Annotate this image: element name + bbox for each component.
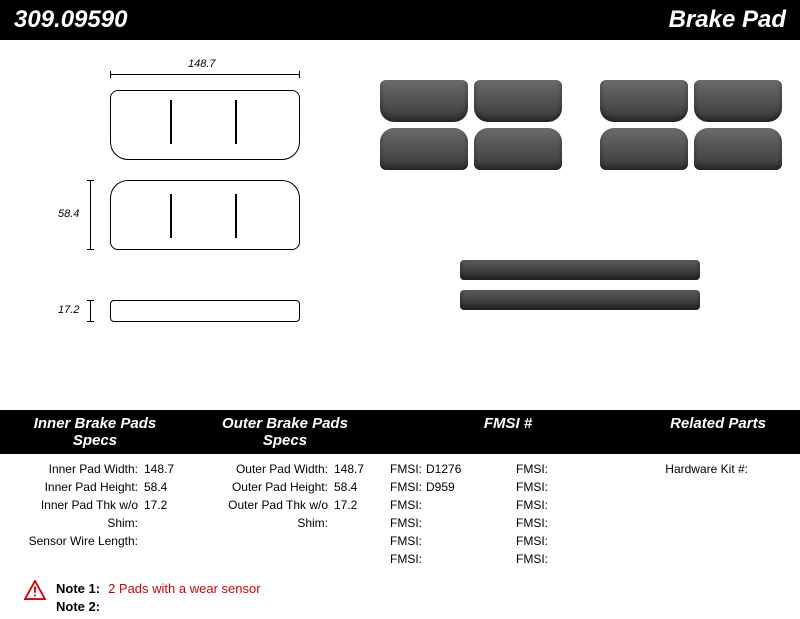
dimension-line-height [90,180,91,250]
dimension-thickness-label: 17.2 [58,304,79,316]
fmsi-label: FMSI: [390,532,422,550]
fmsi-label: FMSI: [516,532,548,550]
note-row-1: Note 1: 2 Pads with a wear sensor [56,580,261,598]
fmsi-value: D1276 [426,460,461,478]
fmsi-row: FMSI: [390,532,500,550]
fmsi-value: D959 [426,478,455,496]
related-spec-row: Hardware Kit #: [646,460,790,478]
outer-spec-label: Outer Pad Thk w/o Shim: [200,496,328,532]
inner-spec-label: Sensor Wire Length: [10,532,138,550]
diagram-area: 148.7 58.4 17.2 [0,40,800,410]
fmsi-row: FMSI: [516,478,626,496]
outer-specs-column: Outer Pad Width: 148.7 Outer Pad Height: 58… [190,460,380,568]
inner-spec-value: 148.7 [144,460,180,478]
fmsi-column: FMSI:D1276FMSI:FMSI:D959FMSI:FMSI:FMSI:F… [380,460,636,568]
pad-photo [694,80,782,122]
pad-slot [170,194,172,238]
dimension-width-label: 148.7 [188,58,216,70]
related-spec-label: Hardware Kit #: [646,460,748,478]
fmsi-label: FMSI: [390,496,422,514]
inner-spec-row: Inner Pad Thk w/o Shim:17.2 [10,496,180,532]
pad-photo [380,80,468,122]
fmsi-row: FMSI: [516,460,626,478]
pad-photo-side [460,260,700,280]
related-column: Hardware Kit #: [636,460,800,568]
outer-spec-value: 17.2 [334,496,370,532]
spec-body: Inner Pad Width: 148.7 Inner Pad Height: 58… [0,454,800,572]
inner-spec-row: Inner Pad Width: 148.7 [10,460,180,478]
product-name: Brake Pad [669,6,786,34]
inner-spec-row: Sensor Wire Length: [10,532,180,550]
pad-outline-side [110,300,300,322]
inner-spec-value [144,532,180,550]
col-header-fmsi: FMSI # [380,410,636,454]
col-header-inner: Inner Brake Pads Specs [0,410,190,454]
fmsi-label: FMSI: [516,550,548,568]
note-1-value: 2 Pads with a wear sensor [108,580,260,598]
pad-photo [380,128,468,170]
fmsi-row: FMSI: [516,550,626,568]
fmsi-row: FMSI: [516,532,626,550]
note-2-label: Note 2: [56,598,100,616]
pad-photo [474,80,562,122]
inner-spec-label: Inner Pad Height: [10,478,138,496]
fmsi-row: FMSI:D1276 [390,460,500,478]
outer-spec-label: Outer Pad Height: [200,478,328,496]
fmsi-row: FMSI: [390,514,500,532]
inner-spec-label: Inner Pad Thk w/o Shim: [10,496,138,532]
product-photo-cluster-2 [600,80,800,170]
pad-slot [235,100,237,144]
outer-spec-label: Outer Pad Width: [200,460,328,478]
outer-spec-row: Outer Pad Height: 58.4 [200,478,370,496]
inner-spec-label: Inner Pad Width: [10,460,138,478]
notes-text: Note 1: 2 Pads with a wear sensor Note 2… [56,580,261,616]
inner-spec-value: 17.2 [144,496,180,532]
fmsi-row: FMSI: [390,550,500,568]
outer-spec-row: Outer Pad Width: 148.7 [200,460,370,478]
outer-spec-value: 58.4 [334,478,370,496]
note-1-label: Note 1: [56,580,100,598]
notes-section: Note 1: 2 Pads with a wear sensor Note 2… [0,572,800,616]
inner-spec-row: Inner Pad Height: 58.4 [10,478,180,496]
fmsi-label: FMSI: [516,478,548,496]
warning-icon [24,580,46,600]
inner-spec-value: 58.4 [144,478,180,496]
fmsi-row: FMSI: [516,496,626,514]
spec-header-row: Inner Brake Pads Specs Outer Brake Pads … [0,410,800,454]
pad-photo [474,128,562,170]
fmsi-label: FMSI: [516,496,548,514]
pad-outline-top [110,90,300,160]
pad-photo [694,128,782,170]
fmsi-label: FMSI: [516,460,548,478]
inner-specs-column: Inner Pad Width: 148.7 Inner Pad Height: 58… [0,460,190,568]
fmsi-label: FMSI: [390,550,422,568]
pad-photo-side [460,290,700,310]
header-bar: 309.09590 Brake Pad [0,0,800,40]
technical-drawing: 148.7 58.4 17.2 [40,60,330,390]
fmsi-row: FMSI: [390,496,500,514]
note-row-2: Note 2: [56,598,261,616]
outer-spec-row: Outer Pad Thk w/o Shim:17.2 [200,496,370,532]
part-number: 309.09590 [14,6,127,34]
dimension-line-width [110,74,300,75]
related-spec-value [754,460,790,478]
product-photo-cluster-side [460,260,720,310]
dimension-height-label: 58.4 [58,208,79,220]
col-header-outer: Outer Brake Pads Specs [190,410,380,454]
dimension-line-thickness [90,300,91,322]
pad-slot [170,100,172,144]
fmsi-row: FMSI:D959 [390,478,500,496]
fmsi-label: FMSI: [516,514,548,532]
pad-slot [235,194,237,238]
pad-outline-bottom [110,180,300,250]
pad-photo [600,80,688,122]
fmsi-label: FMSI: [390,514,422,532]
col-header-related: Related Parts [636,410,800,454]
pad-photo [600,128,688,170]
product-photo-cluster-1 [380,80,580,170]
outer-spec-value: 148.7 [334,460,370,478]
fmsi-label: FMSI: [390,460,422,478]
fmsi-label: FMSI: [390,478,422,496]
fmsi-row: FMSI: [516,514,626,532]
